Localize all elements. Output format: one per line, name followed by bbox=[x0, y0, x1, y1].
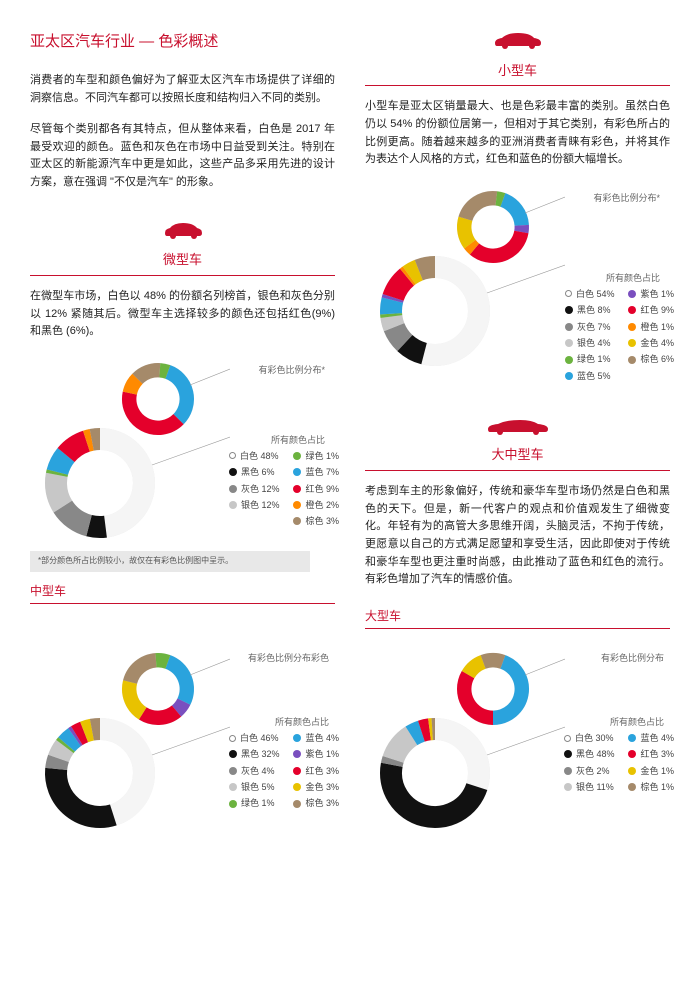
large-chromatic-label: 有彩色比例分布 bbox=[601, 651, 664, 665]
micro-title: 微型车 bbox=[30, 250, 335, 271]
compact-car-icon bbox=[365, 30, 670, 59]
intro-para-2: 尽管每个类别都各有其特点，但从整体来看，白色是 2017 年最受欢迎的颜色。蓝色… bbox=[30, 121, 335, 191]
micro-para: 在微型车市场，白色以 48% 的份额名列榜首，银色和灰色分别以 12% 紧随其后… bbox=[30, 288, 335, 341]
left-column: 亚太区汽车行业 — 色彩概述 消费者的车型和颜色偏好为了解亚太区汽车市场提供了详… bbox=[30, 30, 335, 635]
compact-title: 小型车 bbox=[365, 61, 670, 82]
micro-chromatic-label: 有彩色比例分布* bbox=[258, 363, 325, 377]
micro-car-icon bbox=[30, 220, 335, 249]
large-legend: 白色 30%黑色 48%灰色 2%银色 11%蓝色 4%红色 3%金色 1%棕色… bbox=[564, 731, 674, 795]
mid-donut-block: 有彩色比例分布彩色 所有颜色占比 白色 46%黑色 32%灰色 4%银色 5%绿… bbox=[30, 645, 335, 825]
intro-para-1: 消费者的车型和颜色偏好为了解亚太区汽车市场提供了详细的洞察信息。不同汽车都可以按… bbox=[30, 72, 335, 107]
micro-legend: 白色 48%黑色 6%灰色 12%银色 12%绿色 1%蓝色 7%红色 9%橙色… bbox=[229, 449, 339, 529]
page-title: 亚太区汽车行业 — 色彩概述 bbox=[30, 30, 335, 54]
compact-legend: 白色 54%黑色 8%灰色 7%银色 4%绿色 1%蓝色 5%紫色 1%红色 9… bbox=[565, 287, 674, 383]
mid-all-label: 所有颜色占比 bbox=[275, 715, 329, 729]
mid-title: 中型车 bbox=[30, 582, 335, 604]
micro-donut-block: 有彩色比例分布* 所有颜色占比 白色 48%黑色 6%灰色 12%银色 12%绿… bbox=[30, 355, 335, 545]
micro-all-label: 所有颜色占比 bbox=[271, 433, 325, 447]
footnote: *部分颜色所占比例较小，故仅在有彩色比例图中呈示。 bbox=[30, 551, 310, 572]
right-column: 小型车 小型车是亚太区销量最大、也是色彩最丰富的类别。虽然白色仍以 54% 的份… bbox=[365, 30, 670, 635]
large-all-label: 所有颜色占比 bbox=[610, 715, 664, 729]
large-donut-block: 有彩色比例分布 所有颜色占比 白色 30%黑色 48%灰色 2%银色 11%蓝色… bbox=[365, 645, 670, 825]
large-title: 大型车 bbox=[365, 607, 670, 629]
large-mid-car-icon bbox=[365, 417, 670, 444]
compact-all-label: 所有颜色占比 bbox=[606, 271, 660, 285]
compact-para: 小型车是亚太区销量最大、也是色彩最丰富的类别。虽然白色仍以 54% 的份额位居第… bbox=[365, 98, 670, 168]
large-mid-para: 考虑到车主的形象偏好，传统和豪华车型市场仍然是白色和黑色的天下。但是，新一代客户… bbox=[365, 483, 670, 589]
large-mid-title: 大中型车 bbox=[365, 445, 670, 466]
mid-legend: 白色 46%黑色 32%灰色 4%银色 5%绿色 1%蓝色 4%紫色 1%红色 … bbox=[229, 731, 339, 811]
compact-donut-block: 有彩色比例分布* 所有颜色占比 白色 54%黑色 8%灰色 7%银色 4%绿色 … bbox=[365, 183, 670, 413]
compact-chromatic-label: 有彩色比例分布* bbox=[593, 191, 660, 205]
mid-chromatic-label: 有彩色比例分布彩色 bbox=[248, 651, 329, 665]
